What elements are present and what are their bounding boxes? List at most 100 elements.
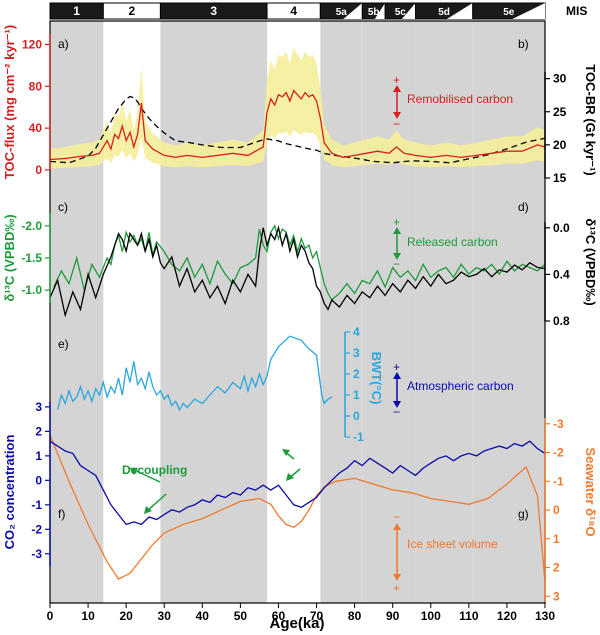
- toc-br-axis-title: TOC-BR (Gt kyr⁻¹): [583, 64, 598, 175]
- released-carbon-label: Released carbon: [407, 235, 498, 249]
- y-tick-label: 3: [553, 589, 560, 603]
- x-tick-label: 0: [47, 609, 54, 623]
- y-tick-label: 0.8: [553, 314, 570, 328]
- y-tick-label: 1: [353, 388, 360, 402]
- panel-label-g: g): [518, 507, 529, 521]
- shading-band-mis-5b: [362, 21, 386, 603]
- atmospheric-plus: +: [393, 360, 400, 374]
- panel-label-c: c): [58, 200, 68, 214]
- panel-label-d: d): [518, 200, 529, 214]
- mis-wedge-5c: [401, 3, 416, 19]
- y-tick-label: -1.5: [21, 251, 42, 265]
- y-tick-label: -2: [31, 522, 42, 536]
- remobilised-plus: +: [393, 73, 400, 87]
- shading-band-mis-5a: [320, 21, 363, 603]
- mis-label: MIS: [566, 4, 587, 18]
- atmospheric-carbon-label: Atmospheric carbon: [407, 379, 514, 393]
- mis-stage-label-4: 4: [290, 4, 297, 18]
- y-tick-label: 30: [553, 72, 567, 86]
- mis-stage-label-5a: 5a: [336, 7, 348, 18]
- x-tick-label: 50: [234, 609, 248, 623]
- bwt-axis-title: BWT(°C): [369, 352, 384, 405]
- decoupling-arrows: [129, 449, 301, 514]
- y-tick-label: 0.4: [553, 267, 570, 281]
- mis-wedge-5a: [343, 3, 363, 19]
- mis-stage-label-5d: 5d: [438, 7, 450, 18]
- mis-stage-label-3: 3: [210, 4, 217, 18]
- ice-sheet-arrow: [393, 523, 401, 581]
- shading-band-mis-1: [50, 21, 104, 603]
- x-tick-label: 30: [158, 609, 172, 623]
- y-tick-label: -1: [553, 474, 564, 488]
- y-tick-label: 3: [35, 400, 42, 414]
- d13c-black-line: [49, 225, 546, 318]
- mis-stage-bar: 1 2 3 4 5a 5b 5c 5d 5e: [49, 2, 546, 20]
- y-tick-label: -2.0: [21, 219, 42, 233]
- x-tick-label: 10: [81, 609, 95, 623]
- remobilised-minus: −: [393, 117, 400, 131]
- d13c-left-axis-title: δ¹³C (VPBD‰): [2, 214, 17, 301]
- y-tick-label: 2: [553, 561, 560, 575]
- y-tick-label: 2: [353, 367, 360, 381]
- remobilised-carbon-label: Remobilised carbon: [407, 92, 513, 106]
- toc-flux-axis-title: TOC-flux (mg cm⁻² kyr⁻¹): [2, 25, 17, 179]
- x-tick-label: 80: [348, 609, 362, 623]
- axes: 0 10 20 30 40 50 60 70 80 90 100 110 120 130040801201…: [21, 20, 570, 623]
- y-tick-label: 1: [35, 449, 42, 463]
- x-tick-label: 120: [497, 609, 517, 623]
- mis-wedge-5e: [512, 3, 545, 19]
- y-tick-label: 3: [353, 346, 360, 360]
- x-tick-label: 100: [421, 609, 441, 623]
- panel-label-e: e): [58, 337, 69, 351]
- decoupling-label: Decoupling: [122, 463, 187, 477]
- panel-label-a: a): [58, 37, 69, 51]
- y-tick-label: -3: [553, 417, 564, 431]
- mis-stage-label-5b: 5b: [368, 7, 380, 18]
- y-tick-label: 15: [553, 171, 567, 185]
- released-minus: −: [393, 257, 400, 271]
- y-tick-label: 20: [553, 138, 567, 152]
- mis-stage-label-5c: 5c: [395, 7, 407, 18]
- y-tick-label: 2: [35, 424, 42, 438]
- y-tick-label: 0.0: [553, 221, 570, 235]
- released-arrow: [393, 227, 401, 260]
- shading-band-mis-5e: [472, 21, 545, 603]
- seawater-d18o-axis-title: Seawater δ¹⁸O: [583, 447, 598, 536]
- seawater-d18o-line: [49, 435, 546, 582]
- ice-sheet-plus: +: [393, 581, 400, 595]
- y-tick-label: 4: [353, 325, 360, 339]
- x-tick-label: 60: [272, 609, 286, 623]
- toc-flux-error-band: [50, 48, 545, 169]
- y-tick-label: 0: [553, 503, 560, 517]
- glacial-shading: [50, 21, 545, 603]
- d13c-green-line: [53, 224, 546, 301]
- x-tick-label: 90: [386, 609, 400, 623]
- d13c-right-axis-title: δ¹³C (VPBD‰): [583, 218, 598, 305]
- toc-br-line: [49, 95, 546, 164]
- y-tick-label: -2: [553, 446, 564, 460]
- x-tick-label: 40: [196, 609, 210, 623]
- x-tick-label: 20: [119, 609, 133, 623]
- panel-label-f: f): [58, 507, 65, 521]
- remobilised-arrow: [393, 85, 401, 119]
- toc-flux-line: [49, 89, 546, 161]
- mis-stage-label-5e: 5e: [503, 7, 515, 18]
- bwt-line: [56, 335, 333, 412]
- ice-sheet-minus: −: [393, 510, 400, 524]
- y-tick-label: 25: [553, 105, 567, 119]
- panel-label-b: b): [518, 37, 529, 51]
- shading-band-mis-5c: [385, 21, 416, 603]
- x-tick-label: 110: [459, 609, 479, 623]
- y-tick-label: 120: [22, 37, 42, 51]
- y-tick-label: -1: [31, 498, 42, 512]
- y-tick-label: 80: [29, 79, 43, 93]
- mis-wedge-5b: [374, 3, 386, 19]
- y-tick-label: -1: [353, 430, 364, 444]
- x-tick-label: 130: [535, 609, 555, 623]
- data-series: [49, 48, 546, 582]
- ice-sheet-volume-label: Ice sheet volume: [407, 537, 498, 551]
- released-plus: +: [393, 215, 400, 229]
- y-tick-label: 0: [35, 163, 42, 177]
- y-tick-label: 0: [353, 409, 360, 423]
